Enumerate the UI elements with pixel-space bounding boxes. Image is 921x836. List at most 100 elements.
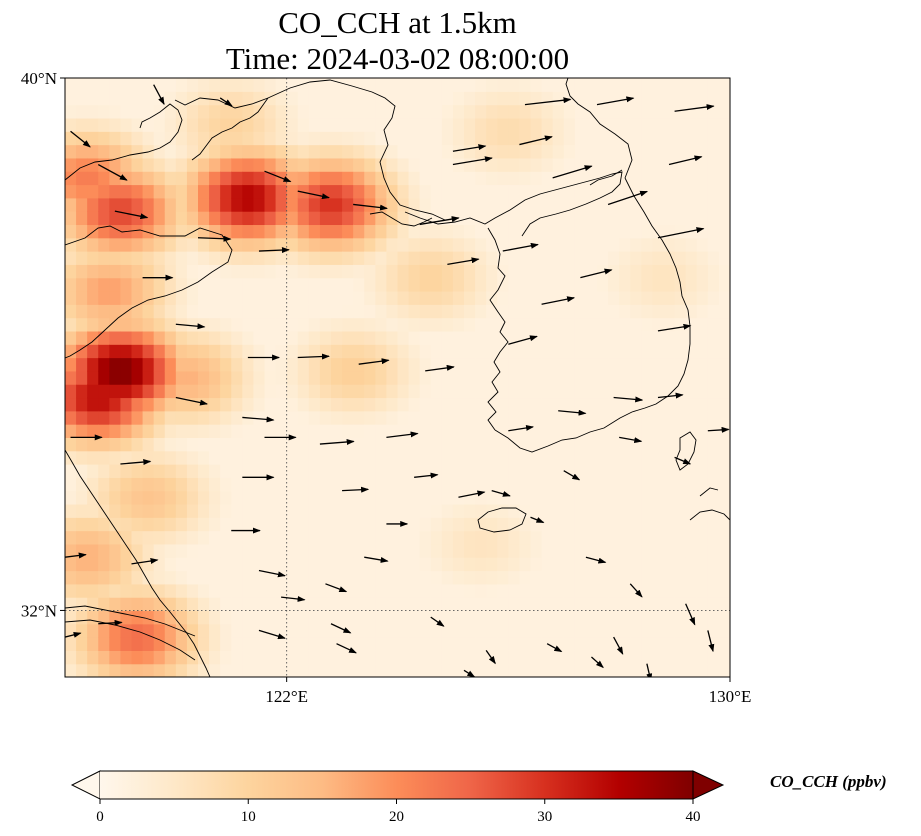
wind-vector <box>668 155 703 166</box>
field-cell <box>153 277 166 292</box>
field-cell <box>519 517 532 532</box>
field-cell <box>386 184 399 199</box>
field-cell <box>331 144 343 159</box>
field-cell <box>242 184 255 199</box>
field-cell <box>497 384 509 399</box>
field-cell <box>475 397 487 412</box>
field-cell <box>408 237 421 252</box>
field-cell <box>563 663 576 677</box>
wind-vector <box>414 472 439 479</box>
field-cell <box>397 397 410 412</box>
field-cell <box>209 78 221 92</box>
colorbar-body <box>100 771 693 799</box>
field-cell <box>331 330 343 345</box>
field-cell <box>98 370 110 385</box>
field-cell <box>563 597 576 612</box>
field-cell <box>486 237 498 252</box>
field-cell <box>231 450 243 465</box>
field-cell <box>408 78 421 92</box>
field-cell <box>76 437 88 452</box>
field-cell <box>209 117 221 132</box>
field-cell <box>76 211 88 226</box>
field-cell <box>552 410 565 425</box>
field-cell <box>242 264 255 279</box>
field-cell <box>253 157 266 172</box>
field-cell <box>685 157 698 172</box>
field-cell <box>486 117 498 132</box>
lat-tick-label: 40°N <box>21 69 57 88</box>
field-cell <box>530 397 543 412</box>
field-cell <box>397 570 410 585</box>
field-cell <box>585 171 598 186</box>
field-cell <box>220 370 232 385</box>
field-cell <box>286 517 299 532</box>
field-cell <box>718 277 730 292</box>
field-cell <box>275 144 288 159</box>
field-cell <box>209 490 221 505</box>
field-cell <box>209 224 221 239</box>
field-cell <box>619 264 631 279</box>
field-cell <box>552 171 565 186</box>
field-cell <box>220 184 232 199</box>
field-cell <box>164 184 177 199</box>
field-cell <box>464 344 476 359</box>
field-cell <box>674 144 687 159</box>
field-cell <box>608 277 620 292</box>
field-cell <box>408 597 421 612</box>
field-cell <box>486 78 498 92</box>
field-cell <box>718 557 730 572</box>
field-cell <box>375 437 388 452</box>
field-cell <box>342 304 354 319</box>
field-cell <box>297 104 310 119</box>
field-cell <box>563 304 576 319</box>
field-cell <box>220 277 232 292</box>
field-cell <box>331 503 343 518</box>
field-cell <box>452 530 465 545</box>
field-cell <box>286 197 299 212</box>
field-cell <box>286 344 299 359</box>
field-cell <box>419 78 432 92</box>
field-cell <box>597 197 609 212</box>
field-cell <box>242 490 255 505</box>
wind-vector <box>541 296 576 305</box>
wind-vector <box>596 96 635 106</box>
field-cell <box>475 91 487 106</box>
field-cell <box>153 597 166 612</box>
field-cell <box>519 650 532 665</box>
field-cell <box>508 530 521 545</box>
field-cell <box>652 490 665 505</box>
field-cell <box>386 637 399 651</box>
field-cell <box>419 197 432 212</box>
field-cell <box>131 317 144 332</box>
field-cell <box>231 357 243 372</box>
field-cell <box>663 543 676 558</box>
field-cell <box>76 91 88 106</box>
field-cell <box>353 224 365 239</box>
field-cell <box>430 211 443 226</box>
field-cell <box>497 397 509 412</box>
field-cell <box>198 357 210 372</box>
field-cell <box>353 530 365 545</box>
field-cell <box>397 464 410 478</box>
field-cell <box>198 157 210 172</box>
field-cell <box>597 503 609 518</box>
field-cell <box>297 397 310 412</box>
field-cell <box>142 397 155 412</box>
field-cell <box>220 131 232 146</box>
field-cell <box>541 144 554 159</box>
field-cell <box>209 530 221 545</box>
field-cell <box>597 171 609 186</box>
field-cell <box>619 157 631 172</box>
field-cell <box>674 597 687 612</box>
field-cell <box>530 384 543 399</box>
field-cell <box>619 184 631 199</box>
field-cell <box>574 344 587 359</box>
field-cell <box>674 264 687 279</box>
field-cell <box>142 290 155 305</box>
field-cell <box>220 490 232 505</box>
field-cell <box>641 224 654 239</box>
field-cell <box>630 650 642 665</box>
field-cell <box>264 237 277 252</box>
field-cell <box>286 424 299 438</box>
field-cell <box>275 157 288 172</box>
